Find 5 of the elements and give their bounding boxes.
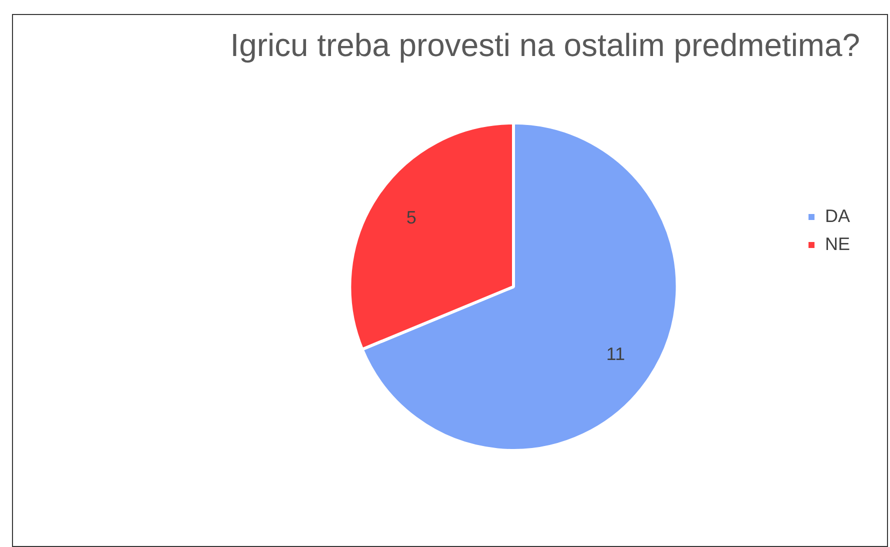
data-label: 5: [406, 207, 416, 228]
legend-label: NE: [824, 234, 850, 254]
legend-label: DA: [824, 206, 850, 226]
chart-title: Igricu treba provesti na ostalim predmetima?: [230, 26, 860, 64]
data-label: 11: [606, 344, 625, 364]
